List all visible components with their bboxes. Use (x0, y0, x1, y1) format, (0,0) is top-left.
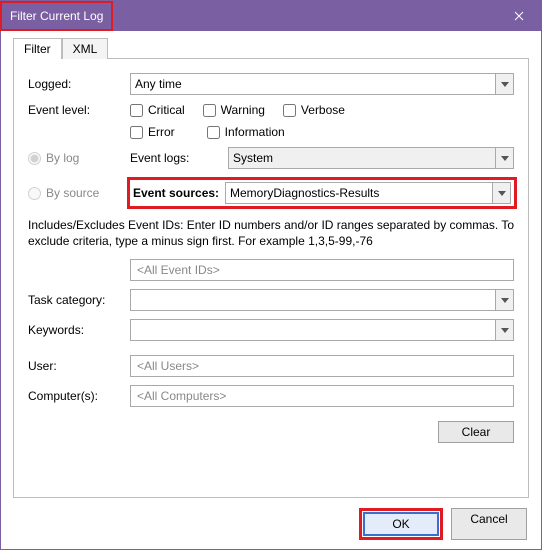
label-event-level: Event level: (28, 103, 130, 117)
combo-task-category[interactable] (130, 289, 514, 311)
label-task-category: Task category: (28, 293, 130, 307)
cancel-button[interactable]: Cancel (451, 508, 527, 540)
tab-xml[interactable]: XML (62, 38, 109, 59)
input-event-ids[interactable] (130, 259, 514, 281)
chevron-down-icon (495, 74, 513, 94)
combo-event-logs-value: System (233, 151, 273, 165)
label-by-log: By log (46, 151, 79, 165)
checkbox-information[interactable] (207, 126, 220, 139)
check-verbose[interactable]: Verbose (283, 103, 345, 117)
combo-logged-value: Any time (135, 77, 182, 91)
tab-filter[interactable]: Filter (13, 38, 62, 59)
event-level-checks-row1: Critical Warning Verbose (130, 103, 345, 117)
window-title-highlight: Filter Current Log (0, 1, 113, 31)
window-title: Filter Current Log (10, 9, 103, 23)
label-by-source: By source (46, 186, 99, 200)
label-verbose: Verbose (301, 103, 345, 117)
titlebar[interactable]: Filter Current Log (1, 1, 541, 31)
radio-by-source: By source (28, 186, 124, 200)
radio-by-source-input (28, 187, 41, 200)
radio-by-log-input (28, 152, 41, 165)
tabstrip: Filter XML (13, 37, 529, 58)
label-event-sources: Event sources: (133, 186, 225, 200)
combo-event-sources[interactable]: MemoryDiagnostics-Results (225, 182, 511, 204)
label-keywords: Keywords: (28, 323, 130, 337)
combo-event-logs[interactable]: System (228, 147, 514, 169)
combo-keywords[interactable] (130, 319, 514, 341)
combo-logged[interactable]: Any time (130, 73, 514, 95)
client-area: Filter XML Logged: Any time Event level:… (1, 31, 541, 550)
close-icon (514, 11, 524, 21)
event-level-checks-row2: Error Information (130, 125, 285, 139)
label-critical: Critical (148, 103, 185, 117)
clear-button[interactable]: Clear (438, 421, 514, 443)
combo-event-sources-value: MemoryDiagnostics-Results (230, 186, 379, 200)
checkbox-critical[interactable] (130, 104, 143, 117)
radio-by-log: By log (28, 151, 124, 165)
close-button[interactable] (496, 1, 541, 31)
label-error: Error (148, 125, 175, 139)
check-warning[interactable]: Warning (203, 103, 265, 117)
label-logged: Logged: (28, 77, 130, 91)
help-text: Includes/Excludes Event IDs: Enter ID nu… (28, 217, 514, 249)
input-user-field[interactable] (135, 358, 509, 374)
ok-button[interactable]: OK (363, 512, 439, 536)
input-computers-field[interactable] (135, 388, 509, 404)
chevron-down-icon (495, 320, 513, 340)
input-event-ids-field[interactable] (135, 262, 509, 278)
ok-button-highlight: OK (359, 508, 443, 540)
checkbox-warning[interactable] (203, 104, 216, 117)
input-computers[interactable] (130, 385, 514, 407)
chevron-down-icon (492, 183, 510, 203)
checkbox-error[interactable] (130, 126, 143, 139)
chevron-down-icon (495, 290, 513, 310)
label-computers: Computer(s): (28, 389, 130, 403)
label-warning: Warning (221, 103, 265, 117)
chevron-down-icon (495, 148, 513, 168)
tab-page-filter: Logged: Any time Event level: Critical W… (13, 58, 529, 498)
check-error[interactable]: Error (130, 125, 175, 139)
label-information: Information (225, 125, 285, 139)
dialog-buttons: OK Cancel (13, 508, 529, 540)
checkbox-verbose[interactable] (283, 104, 296, 117)
check-information[interactable]: Information (207, 125, 285, 139)
input-user[interactable] (130, 355, 514, 377)
event-sources-highlight: Event sources: MemoryDiagnostics-Results (127, 177, 517, 209)
check-critical[interactable]: Critical (130, 103, 185, 117)
label-user: User: (28, 359, 130, 373)
filter-dialog-window: Filter Current Log Filter XML Logged: An… (0, 0, 542, 550)
label-event-logs: Event logs: (130, 151, 222, 165)
